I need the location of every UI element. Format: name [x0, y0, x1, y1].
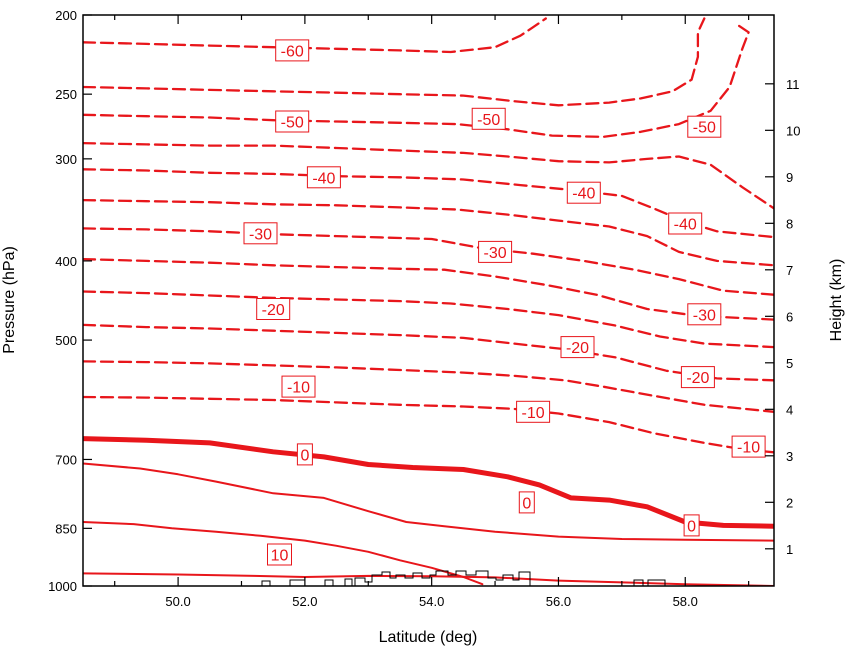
plot-background: [83, 15, 774, 586]
x-axis: 50.0 52.0 54.0 56.0 58.0: [114, 15, 750, 609]
height-tick-label: 11: [786, 77, 800, 92]
contour-label: 10: [271, 548, 289, 565]
x-tick-label: 50.0: [165, 594, 190, 609]
contour-label: -40: [572, 186, 595, 203]
y-axis-right-title: Height (km): [828, 259, 845, 342]
height-tick-label: 2: [786, 495, 793, 510]
contour-label-box: [560, 336, 595, 359]
y-axis-right: 1 2 3 4 5 6 7 8 9 10 11: [765, 77, 800, 557]
contour-label: -50: [693, 120, 716, 137]
contour-line: [83, 22, 750, 139]
contour-label-box: [680, 366, 715, 389]
contour-label: -60: [281, 43, 304, 60]
y-tick-label: 700: [55, 452, 77, 467]
contour-label-box: [306, 166, 341, 189]
contour-label-box: [243, 222, 278, 245]
contour-label: -10: [522, 405, 545, 422]
contour-line: [83, 17, 706, 107]
terrain-outline: [261, 570, 666, 586]
contour-label: -40: [312, 170, 335, 187]
contour-label-box: [518, 491, 535, 514]
contour-label-box: [296, 443, 313, 466]
contour-line: [83, 17, 547, 54]
y-tick-label: 300: [55, 152, 77, 167]
contour-label-box: [281, 375, 316, 398]
contour-line: [83, 436, 774, 529]
contour-label-box: [478, 240, 513, 263]
contour-label: -10: [287, 380, 310, 397]
contour-label-box: [687, 303, 722, 326]
contour-label-box: [471, 107, 506, 130]
x-tick-label: 52.0: [292, 594, 317, 609]
contour-label: -10: [737, 440, 760, 457]
height-tick-label: 9: [786, 170, 793, 185]
contour-line: [83, 227, 774, 296]
contour-label-box: [668, 212, 703, 235]
contour-layer: [83, 17, 774, 586]
height-tick-label: 3: [786, 449, 793, 464]
contour-label-layer: -60 -50 -50 -50 -40 -40 -40 -30 -30 -30 -20 -20 -20 -…: [243, 39, 766, 566]
height-tick-label: 5: [786, 356, 793, 371]
contour-label: 0: [300, 447, 309, 464]
y-axis-left: 200 250 300 400 500 700 850 1000: [48, 8, 92, 594]
contour-line: [83, 323, 774, 382]
contour-label-box: [516, 400, 551, 423]
contour-label: 0: [687, 518, 696, 535]
contour-label-box: [275, 39, 310, 62]
contour-line: [83, 360, 774, 413]
contour-line: [83, 290, 774, 349]
contour-label-box: [275, 110, 310, 133]
height-tick-label: 4: [786, 402, 793, 417]
contour-line: [83, 462, 774, 542]
contour-line: [83, 521, 484, 586]
contour-label: -20: [262, 302, 285, 319]
contour-label-box: [731, 435, 766, 458]
contour-label-box: [687, 115, 722, 138]
height-tick-label: 10: [786, 123, 800, 138]
contour-label-box: [683, 514, 700, 537]
contour-label-box: [256, 298, 291, 320]
contour-label: -50: [477, 112, 500, 129]
y-tick-label: 400: [55, 254, 77, 269]
contour-label-box: [267, 543, 292, 566]
contour-label: -50: [281, 115, 304, 132]
y-tick-label: 850: [55, 521, 77, 536]
x-axis-title: Latitude (deg): [379, 629, 478, 646]
x-tick-label: 58.0: [673, 594, 698, 609]
contour-label: -40: [674, 217, 697, 234]
contour-label: -20: [566, 340, 589, 357]
height-tick-label: 1: [786, 542, 793, 557]
plot-frame: [82, 14, 775, 587]
contour-label: -30: [693, 307, 716, 324]
contour-label: -30: [249, 226, 272, 243]
x-tick-label: 54.0: [419, 594, 444, 609]
y-tick-label: 200: [55, 8, 77, 23]
contour-line: [83, 141, 774, 210]
contour-label: -20: [686, 370, 709, 387]
contour-label: -30: [484, 245, 507, 262]
x-tick-label: 56.0: [546, 594, 571, 609]
y-axis-left-title: Pressure (hPa): [1, 246, 18, 354]
contour-line: [83, 198, 774, 267]
height-tick-label: 7: [786, 263, 793, 278]
contour-line: [83, 395, 774, 454]
contour-label-box: [566, 181, 601, 204]
contour-label: 0: [522, 495, 531, 512]
y-tick-label: 500: [55, 333, 77, 348]
height-tick-label: 6: [786, 309, 793, 324]
y-tick-label: 250: [55, 87, 77, 102]
contour-line: [83, 257, 774, 321]
y-tick-label: 1000: [48, 579, 77, 594]
height-tick-label: 8: [786, 216, 793, 231]
